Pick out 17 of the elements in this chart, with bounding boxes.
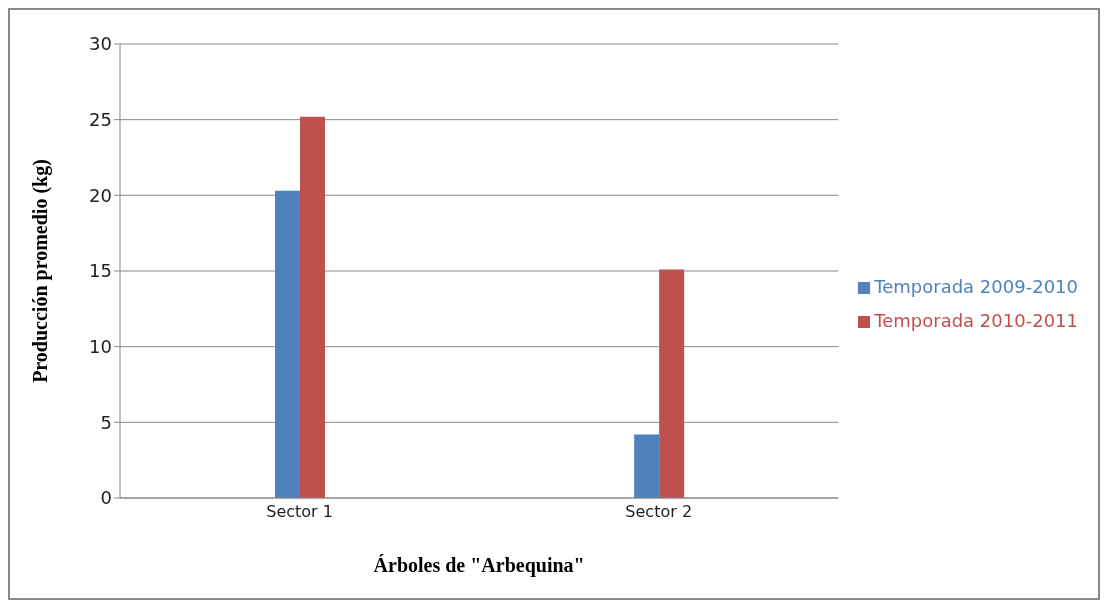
bar	[300, 116, 325, 498]
legend-label: Temporada 2010-2011	[874, 310, 1078, 331]
y-tick-label: 10	[89, 336, 112, 358]
y-tick-label: 0	[100, 487, 112, 509]
x-axis-title: Árboles de "Arbequina"	[373, 554, 585, 577]
bar	[634, 434, 660, 498]
y-tick-label: 30	[89, 33, 112, 55]
y-axis-title: Producción promedio (kg)	[29, 159, 53, 383]
legend-label: Temporada 2009-2010	[874, 276, 1078, 297]
x-tick-label: Sector 1	[266, 502, 333, 522]
y-tick-label: 20	[89, 184, 112, 206]
x-tick-label: Sector 2	[625, 502, 693, 522]
bar	[275, 190, 300, 498]
y-tick-label: 15	[89, 260, 112, 282]
y-tick-label: 5	[100, 411, 112, 433]
bar	[659, 269, 685, 498]
y-tick-label: 25	[89, 109, 112, 131]
